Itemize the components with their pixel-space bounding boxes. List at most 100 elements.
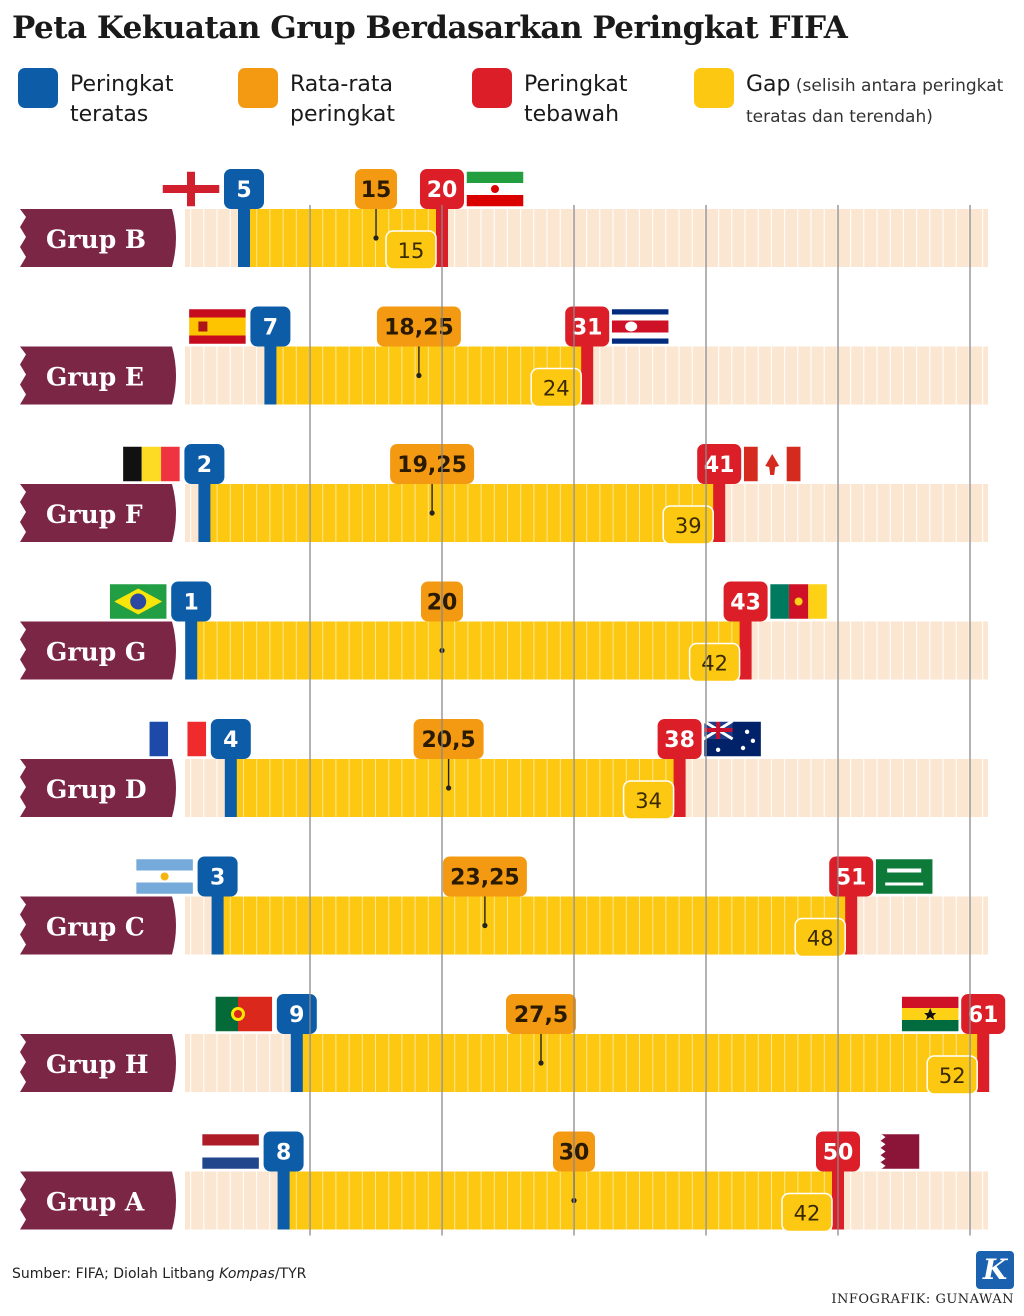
average-rank-badge-label: 23,25 — [450, 866, 520, 891]
bottom-rank-badge: 51 — [829, 856, 874, 904]
group-label-tag — [20, 759, 176, 817]
average-rank-badge: 20,5 — [413, 719, 484, 759]
gap-value-box — [622, 780, 675, 820]
group-row-grup-c: Grup C 48 — [20, 884, 988, 958]
top-rank-badge: 4 — [210, 719, 251, 766]
group-label-tag — [20, 484, 176, 542]
australia-flag-icon — [702, 719, 763, 758]
gap-value-box — [926, 1055, 978, 1095]
average-rank-badge: 27,5 — [506, 994, 576, 1034]
bottom-rank-marker — [673, 759, 686, 817]
gap-value-box — [688, 642, 741, 683]
kompas-logo: K — [976, 1251, 1014, 1289]
gap-value: 42 — [701, 652, 728, 676]
group-row-grup-g: Grup G 42 — [20, 609, 988, 683]
top-rank-badge-label: 5 — [236, 178, 251, 203]
average-rank-badge-label: 20,5 — [421, 728, 475, 753]
gap-value-box — [662, 505, 714, 545]
top-rank-badge-label: 7 — [263, 316, 278, 341]
brazil-flag-icon — [108, 582, 168, 621]
top-rank-badge-label: 4 — [223, 728, 238, 753]
bottom-rank-badge-label: 51 — [836, 866, 867, 891]
average-rank-badge: 23,25 — [442, 856, 527, 897]
cameroon-flag-icon — [768, 582, 829, 621]
gap-bar — [191, 621, 746, 680]
average-dot — [416, 372, 422, 379]
gap-value: 15 — [398, 239, 425, 263]
gap-value: 42 — [794, 1202, 821, 1226]
top-rank-marker — [211, 896, 224, 955]
group-name: Grup B — [46, 225, 146, 254]
top-rank-badge: 2 — [184, 444, 225, 491]
credit-text: INFOGRAFIK: GUNAWAN — [831, 1292, 1014, 1307]
group-name: Grup F — [46, 500, 143, 529]
gap-value: 52 — [939, 1064, 966, 1088]
legend-gap-note1: (selisih antara peringkat — [790, 76, 1004, 96]
average-rank-badge-label: 15 — [361, 178, 392, 203]
top-rank-badge: 9 — [276, 994, 317, 1041]
bottom-rank-badge-label: 20 — [427, 178, 458, 203]
bottom-rank-badge-label: 43 — [730, 591, 761, 616]
gap-value-box — [794, 917, 846, 958]
argentina-flag-icon — [134, 857, 195, 896]
bottom-rank-badge: 41 — [697, 444, 742, 491]
group-label-tag — [20, 1171, 176, 1230]
legend-swatch-top — [18, 68, 58, 108]
legend-average-line1: Rata-rata — [290, 72, 393, 97]
top-rank-badge: 8 — [263, 1131, 304, 1179]
ghana-flag-icon — [900, 995, 960, 1033]
group-label-tag — [20, 209, 176, 267]
bottom-rank-marker — [977, 1034, 990, 1092]
top-rank-badge: 5 — [224, 169, 264, 216]
source-italic: Kompas — [219, 1266, 275, 1282]
england-flag-icon — [161, 170, 221, 208]
gap-value: 39 — [675, 514, 702, 538]
group-name: Grup G — [46, 638, 146, 667]
saudi-arabia-flag-icon — [874, 857, 934, 896]
group-row-grup-e: Grup E 24 — [20, 334, 988, 408]
source-note: Sumber: FIFA; Diolah Litbang Kompas/TYR — [12, 1266, 306, 1282]
average-rank-badge: 19,25 — [390, 444, 475, 484]
group-name: Grup D — [46, 775, 147, 804]
bottom-rank-badge-label: 38 — [664, 728, 695, 753]
qatar-flag-icon — [861, 1132, 921, 1171]
group-name: Grup E — [46, 363, 144, 392]
average-rank-badge: 18,25 — [376, 306, 461, 347]
top-rank-marker — [290, 1034, 303, 1092]
france-flag-icon — [148, 720, 208, 758]
group-name: Grup C — [46, 913, 145, 942]
top-rank-badge-label: 8 — [276, 1141, 291, 1166]
bottom-rank-marker — [581, 346, 594, 405]
average-rank-badge: 30 — [553, 1131, 595, 1172]
group-label-tag — [20, 346, 176, 405]
gap-value: 34 — [635, 789, 662, 813]
top-rank-badge-label: 1 — [184, 591, 199, 616]
legend-top-line2: teratas — [70, 102, 149, 127]
bottom-rank-badge-label: 31 — [572, 316, 603, 341]
group-row-grup-b: Grup B 15 — [20, 197, 988, 270]
bottom-rank-badge: 38 — [657, 719, 702, 766]
top-rank-badge: 1 — [171, 581, 212, 629]
bottom-rank-badge-label: 61 — [968, 1003, 999, 1028]
bottom-rank-marker — [713, 484, 726, 542]
average-rank-badge: 15 — [355, 169, 397, 209]
average-rank-badge-label: 18,25 — [384, 316, 454, 341]
top-rank-marker — [277, 1171, 290, 1230]
legend-average-line2: peringkat — [290, 102, 396, 127]
legend-bottom-line1: Peringkat — [524, 72, 628, 97]
average-dot — [482, 922, 488, 929]
group-label-tag — [20, 621, 176, 680]
bottom-rank-badge: 61 — [961, 994, 1006, 1041]
gap-value-box — [385, 230, 437, 270]
belgium-flag-icon — [121, 445, 182, 483]
top-rank-badge: 3 — [197, 856, 238, 904]
group-name: Grup A — [46, 1188, 145, 1217]
group-row-grup-h: Grup H 52 — [20, 1022, 990, 1095]
gap-value: 24 — [543, 377, 570, 401]
group-row-grup-d: Grup D 34 — [20, 747, 988, 820]
portugal-flag-icon — [214, 995, 274, 1033]
bottom-rank-badge: 43 — [723, 581, 768, 629]
bottom-rank-badge-label: 41 — [704, 453, 735, 478]
average-dot — [538, 1060, 544, 1066]
top-rank-marker — [198, 484, 211, 542]
